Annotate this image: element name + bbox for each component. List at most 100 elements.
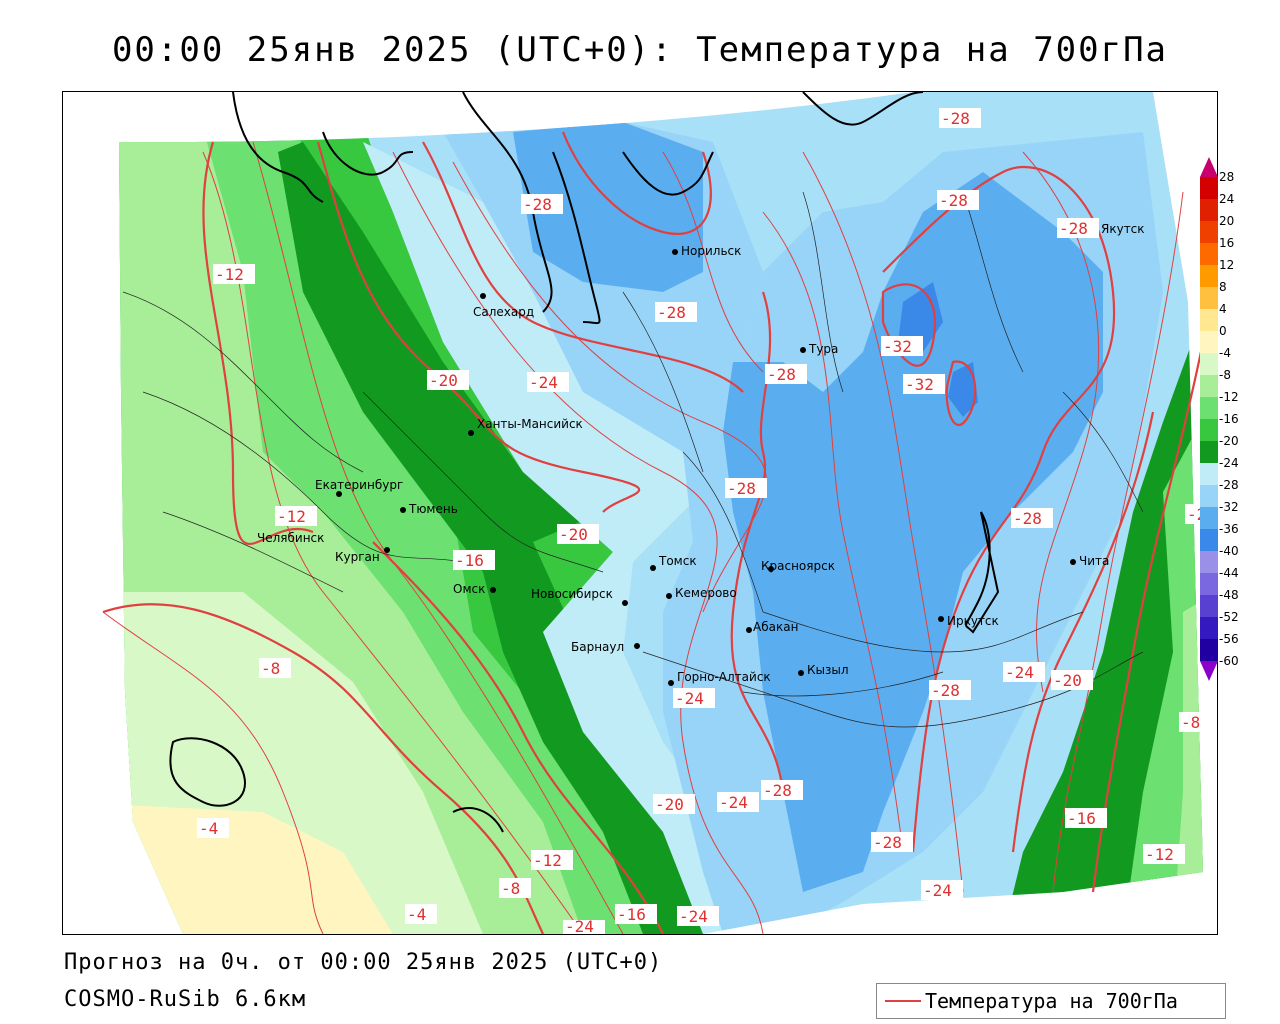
city-salekhard[interactable]: Салехард <box>473 293 534 319</box>
contour-label: -28 <box>655 302 697 322</box>
contour-label: -20 <box>557 524 599 544</box>
colorbar-segment <box>1200 419 1218 441</box>
svg-text:-8: -8 <box>501 879 520 898</box>
city-tura[interactable]: Тура <box>800 342 838 356</box>
city-gorno-altaysk[interactable]: Горно-Алтайск <box>668 670 771 686</box>
contour-label: -16 <box>1065 808 1107 828</box>
colorbar-tick-label: 0 <box>1219 324 1227 338</box>
city-krasnoyarsk[interactable]: Красноярск <box>761 559 835 573</box>
svg-text:-28: -28 <box>1059 219 1088 238</box>
svg-text:Чита: Чита <box>1079 554 1109 568</box>
svg-text:Якутск: Якутск <box>1101 222 1145 236</box>
colorbar-max-arrow <box>1200 157 1218 177</box>
colorbar-min-arrow <box>1200 661 1218 681</box>
legend-line-swatch <box>885 1000 921 1002</box>
svg-text:-24: -24 <box>679 907 708 926</box>
svg-text:-16: -16 <box>455 551 484 570</box>
contour-label: -28 <box>939 108 981 128</box>
colorbar-tick-label: 12 <box>1219 258 1235 272</box>
svg-text:-20: -20 <box>429 371 458 390</box>
svg-text:-20: -20 <box>1053 671 1082 690</box>
city-irkutsk[interactable]: Иркутск <box>938 614 999 628</box>
svg-text:-12: -12 <box>277 507 306 526</box>
colorbar-segment <box>1200 199 1218 221</box>
svg-text:Тюмень: Тюмень <box>408 502 458 516</box>
svg-text:-4: -4 <box>407 905 426 924</box>
contour-label: -28 <box>1011 508 1053 528</box>
colorbar: 28 24 20 16 12 8 4 0 -4 -8 -12 -16 -20 -24 -28 -32 -36 -4… <box>1199 157 1279 692</box>
city-kemerovo[interactable]: Кемерово <box>666 586 737 600</box>
colorbar-segment <box>1200 463 1218 485</box>
svg-text:Горно-Алтайск: Горно-Алтайск <box>677 670 771 684</box>
svg-text:-24: -24 <box>675 689 704 708</box>
city-chelyabinsk[interactable]: Челябинск <box>257 531 324 545</box>
svg-text:Кызыл: Кызыл <box>807 663 849 677</box>
contour-label: -28 <box>725 478 767 498</box>
svg-text:-28: -28 <box>657 303 686 322</box>
svg-text:-24: -24 <box>719 793 748 812</box>
contour-label: -28 <box>871 832 913 852</box>
city-abakan[interactable]: Абакан <box>746 620 798 634</box>
svg-text:-32: -32 <box>905 375 934 394</box>
svg-text:-28: -28 <box>763 781 792 800</box>
contour-label: -24 <box>527 372 569 392</box>
city-kyzyl[interactable]: Кызыл <box>798 663 849 677</box>
contour-label: -4 <box>197 818 229 838</box>
colorbar-tick-label: -32 <box>1219 500 1239 514</box>
city-tyumen[interactable]: Тюмень <box>400 502 458 516</box>
svg-text:Иркутск: Иркутск <box>947 614 999 628</box>
forecast-caption: Прогноз на 0ч. от 00:00 25янв 2025 (UTC+… <box>64 950 663 975</box>
contour-label: -24 <box>673 688 715 708</box>
city-kurgan[interactable]: Курган <box>335 547 390 564</box>
contour-label: -28 <box>761 780 803 800</box>
svg-text:-12: -12 <box>1145 845 1174 864</box>
map-area[interactable]: Норильск Салехард Тура Якутск Ханты-Манс… <box>62 91 1218 935</box>
contour-label: -16 <box>453 550 495 570</box>
svg-text:-28: -28 <box>941 109 970 128</box>
contour-label: -28 <box>929 680 971 700</box>
contour-label: -24 <box>717 792 759 812</box>
map-svg: Норильск Салехард Тура Якутск Ханты-Манс… <box>102 92 1217 934</box>
colorbar-segment <box>1200 331 1218 353</box>
colorbar-tick-label: 4 <box>1219 302 1227 316</box>
svg-text:-28: -28 <box>523 195 552 214</box>
contour-label: -12 <box>275 506 317 526</box>
colorbar-segment <box>1200 639 1218 661</box>
svg-text:Норильск: Норильск <box>681 244 741 258</box>
svg-text:Ханты-Мансийск: Ханты-Мансийск <box>477 417 583 431</box>
city-tomsk[interactable]: Томск <box>650 554 697 571</box>
colorbar-tick-label: 20 <box>1219 214 1235 228</box>
colorbar-tick-label: 16 <box>1219 236 1235 250</box>
city-ekaterinburg[interactable]: Екатеринбург <box>315 478 403 497</box>
colorbar-segment <box>1200 353 1218 375</box>
contour-label: -12 <box>213 264 255 284</box>
city-khanty-mansiysk[interactable]: Ханты-Мансийск <box>468 417 583 436</box>
svg-text:-28: -28 <box>873 833 902 852</box>
city-novosibirsk[interactable]: Новосибирск <box>531 587 628 606</box>
colorbar-segment <box>1200 243 1218 265</box>
svg-text:Курган: Курган <box>335 550 380 564</box>
colorbar-tick-label: -36 <box>1219 522 1239 536</box>
colorbar-tick-label: -4 <box>1219 346 1231 360</box>
svg-text:-24: -24 <box>1005 663 1034 682</box>
colorbar-segment <box>1200 573 1218 595</box>
colorbar-segment <box>1200 397 1218 419</box>
contour-label: -32 <box>881 336 923 356</box>
contour-label: -20 <box>653 794 695 814</box>
city-norilsk[interactable]: Норильск <box>672 244 741 258</box>
colorbar-tick-label: -12 <box>1219 390 1239 404</box>
coastline <box>169 92 1000 833</box>
city-barnaul[interactable]: Барнаул <box>571 640 640 654</box>
svg-text:-28: -28 <box>939 191 968 210</box>
model-caption: COSMO-RuSib 6.6км <box>64 987 307 1012</box>
contour-label: -24 <box>563 917 605 934</box>
colorbar-segment <box>1200 617 1218 639</box>
cities: Норильск Салехард Тура Якутск Ханты-Манс… <box>257 222 1145 686</box>
city-chita[interactable]: Чита <box>1070 554 1109 568</box>
colorbar-tick-label: -8 <box>1219 368 1231 382</box>
colorbar-tick-label: -56 <box>1219 632 1239 646</box>
map-title: 00:00 25янв 2025 (UTC+0): Температура на… <box>111 30 1169 70</box>
city-omsk[interactable]: Омск <box>453 582 496 596</box>
svg-text:Салехард: Салехард <box>473 305 534 319</box>
contour-label: -4 <box>405 904 437 924</box>
